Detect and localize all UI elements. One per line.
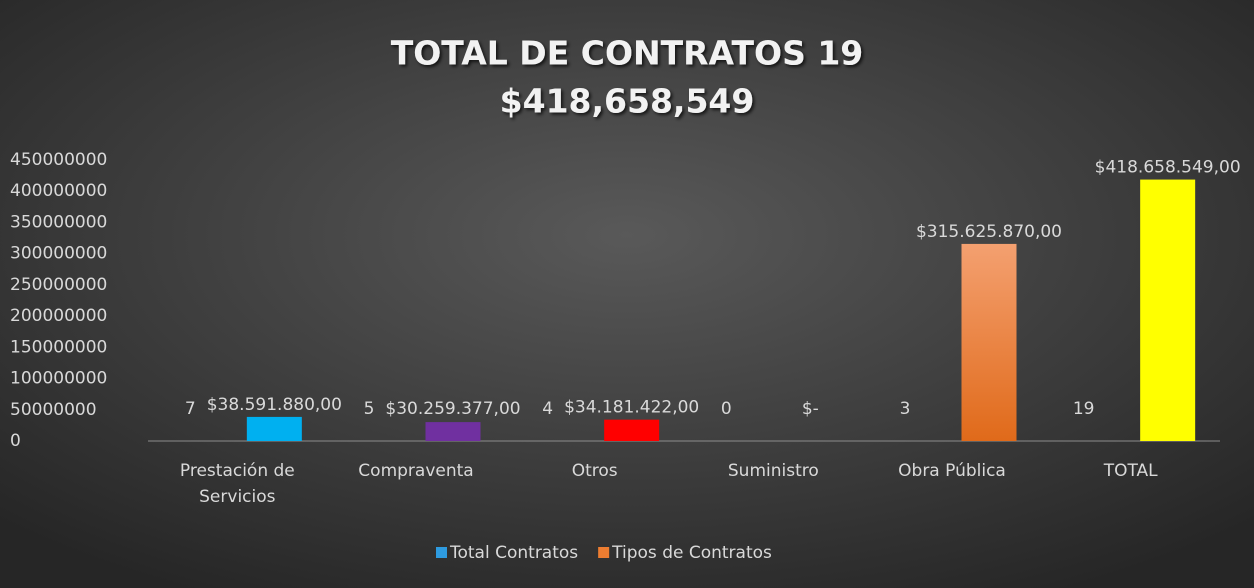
x-tick-label: Prestación de Servicios xyxy=(180,461,295,507)
bar xyxy=(425,422,481,441)
legend-label: Total Contratos xyxy=(449,543,578,563)
data-label: $38.591.880,00 xyxy=(207,395,342,415)
y-tick-label: 50000000 xyxy=(10,400,97,420)
data-label: 7 xyxy=(185,399,196,419)
data-label: 3 xyxy=(900,399,911,419)
y-tick-label: 200000000 xyxy=(10,306,107,326)
data-label: 4 xyxy=(542,399,553,419)
bar xyxy=(961,243,1017,441)
chart-title: TOTAL DE CONTRATOS 19 xyxy=(391,34,864,73)
bar xyxy=(1140,179,1196,442)
data-label: $30.259.377,00 xyxy=(385,399,520,419)
legend-swatch xyxy=(598,547,610,558)
legend-label: Tipos de Contratos xyxy=(611,543,772,563)
y-tick-label: 150000000 xyxy=(10,337,107,357)
data-label: 19 xyxy=(1073,399,1095,419)
x-tick-label: Obra Pública xyxy=(898,461,1006,481)
chart-subtitle: $418,658,549 xyxy=(500,82,755,121)
y-tick-label: 300000000 xyxy=(10,244,107,264)
data-label: 5 xyxy=(364,399,375,419)
data-label: $34.181.422,00 xyxy=(564,398,699,418)
y-tick-label: 100000000 xyxy=(10,369,107,389)
legend-swatch xyxy=(436,547,447,558)
data-label: $418.658.549,00 xyxy=(1095,158,1241,178)
y-tick-label: 400000000 xyxy=(10,181,107,201)
data-label: $315.625.870,00 xyxy=(916,222,1062,242)
x-tick-label: TOTAL xyxy=(1103,461,1158,481)
x-tick-label: Suministro xyxy=(728,461,819,481)
data-label: $- xyxy=(802,399,819,419)
y-tick-label: 250000000 xyxy=(10,275,107,295)
y-tick-label: 350000000 xyxy=(10,212,107,232)
data-label: 0 xyxy=(721,399,732,419)
x-tick-label: Compraventa xyxy=(358,461,473,481)
y-tick-label: 450000000 xyxy=(10,150,107,170)
y-tick-label: 0 xyxy=(10,431,21,451)
bar xyxy=(246,416,302,441)
bar xyxy=(604,419,660,441)
x-tick-label: Otros xyxy=(572,461,618,481)
